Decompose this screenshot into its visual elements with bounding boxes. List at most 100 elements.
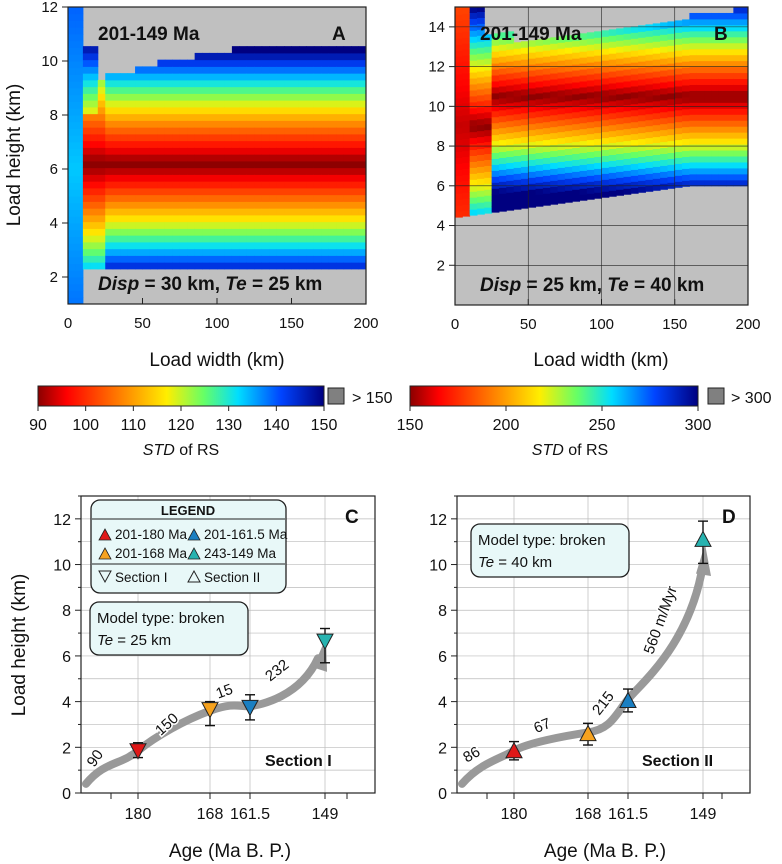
heatmap-cell xyxy=(75,94,84,102)
heatmap-cell xyxy=(328,181,337,189)
heatmap-cell xyxy=(313,201,322,209)
heatmap-cell xyxy=(254,59,263,67)
heatmap-cell xyxy=(513,119,522,127)
heatmap-cell xyxy=(704,173,712,181)
heatmap-cell xyxy=(462,198,471,205)
heatmap-cell xyxy=(254,181,263,189)
heatmap-cell xyxy=(455,169,463,176)
heatmap-cell xyxy=(231,241,240,250)
heatmap-cell xyxy=(105,160,114,169)
heatmap-cell xyxy=(542,121,551,129)
heatmap-cell xyxy=(733,126,742,133)
heatmap-cell xyxy=(623,164,632,171)
heatmap-cell xyxy=(689,179,698,187)
heatmap-cell xyxy=(594,162,602,169)
heatmap-cell xyxy=(179,221,188,229)
heatmap-cell xyxy=(572,159,581,166)
heatmap-cell xyxy=(313,235,322,243)
heatmap-cell xyxy=(68,283,76,291)
colorbar-tick-label: 250 xyxy=(589,417,616,434)
heatmap-cell xyxy=(616,52,624,59)
heatmap-cell xyxy=(209,181,218,189)
colorbar-tick-label: 200 xyxy=(493,417,520,434)
heatmap-cell xyxy=(217,235,225,243)
heatmap-cell xyxy=(224,154,233,162)
heatmap-cell xyxy=(660,135,668,143)
legend: LEGEND 201-180 Ma 201-161.5 Ma 201-168 M… xyxy=(90,499,288,594)
heatmap-cell xyxy=(284,52,292,61)
heatmap-cell xyxy=(358,79,366,88)
heatmap-cell xyxy=(68,297,76,304)
heatmap-cell xyxy=(520,148,529,156)
heatmap-cell xyxy=(239,133,248,142)
heatmap-cell xyxy=(696,179,705,187)
heatmap-cell xyxy=(601,48,610,55)
heatmap-cell xyxy=(276,248,285,256)
panel-b-annotation: Disp = 25 km, Te = 40 km xyxy=(480,275,704,296)
red-down-triangle-marker xyxy=(129,743,147,760)
heatmap-cell xyxy=(594,168,602,175)
heatmap-cell xyxy=(217,113,225,121)
heatmap-cell xyxy=(179,127,188,135)
heatmap-cell xyxy=(630,62,639,69)
y-tick-label: 10 xyxy=(53,558,71,575)
heatmap-cell xyxy=(689,161,698,169)
heatmap-cell xyxy=(261,201,270,209)
heatmap-cell xyxy=(711,167,720,175)
heatmap-cell xyxy=(550,114,559,122)
heatmap-cell xyxy=(202,214,211,223)
heatmap-cell xyxy=(321,86,330,94)
heatmap-cell xyxy=(608,148,617,156)
heatmap-cell xyxy=(68,94,76,102)
heatmap-cell xyxy=(645,131,654,139)
heatmap-cell xyxy=(740,7,748,14)
heatmap-cell xyxy=(520,77,529,84)
heatmap-cell xyxy=(97,241,106,250)
heatmap-cell xyxy=(667,158,676,165)
heatmap-cell xyxy=(149,174,158,182)
heatmap-cell xyxy=(660,177,668,184)
heatmap-cell xyxy=(601,167,610,174)
heatmap-cell xyxy=(462,49,471,56)
heatmap-cell xyxy=(608,47,617,54)
colorbar-a-overflow-label: > 150 xyxy=(352,390,393,407)
heatmap-cell xyxy=(246,52,255,61)
heatmap-cell xyxy=(469,173,478,180)
heatmap-cell xyxy=(520,41,529,48)
y-tick-label: 8 xyxy=(62,603,71,620)
heatmap-cell xyxy=(261,187,270,196)
heatmap-cell xyxy=(149,248,158,256)
heatmap-cell xyxy=(586,157,595,164)
colorbar-tick-label: 100 xyxy=(72,417,99,434)
heatmap-cell xyxy=(484,34,493,41)
heatmap-cell xyxy=(254,241,263,250)
heatmap-cell xyxy=(682,180,690,187)
heatmap-cell xyxy=(90,46,99,54)
heatmap-cell xyxy=(179,147,188,155)
heatmap-cell xyxy=(652,47,661,54)
heatmap-cell xyxy=(491,122,500,130)
heatmap-cell xyxy=(638,49,646,56)
heatmap-cell xyxy=(239,187,248,196)
heatmap-cell xyxy=(484,195,493,202)
heatmap-cell xyxy=(469,137,478,145)
heatmap-cell xyxy=(187,59,196,67)
heatmap-cell xyxy=(90,140,99,148)
heatmap-cell xyxy=(579,188,588,195)
heatmap-cell xyxy=(718,102,727,109)
heatmap-cell xyxy=(224,52,233,61)
heatmap-cell xyxy=(351,154,360,162)
heatmap-cell xyxy=(75,223,84,231)
heatmap-cell xyxy=(157,194,166,202)
heatmap-cell xyxy=(711,138,720,145)
heatmap-cell xyxy=(638,31,646,38)
heatmap-cell xyxy=(740,161,748,169)
heatmap-cell xyxy=(82,127,91,135)
heatmap-cell xyxy=(740,144,748,151)
heatmap-cell xyxy=(726,161,734,169)
heatmap-cell xyxy=(284,228,292,236)
heatmap-cell xyxy=(506,37,515,44)
heatmap-cell xyxy=(498,44,507,51)
heatmap-cell xyxy=(491,188,500,195)
heatmap-cell xyxy=(336,147,345,155)
